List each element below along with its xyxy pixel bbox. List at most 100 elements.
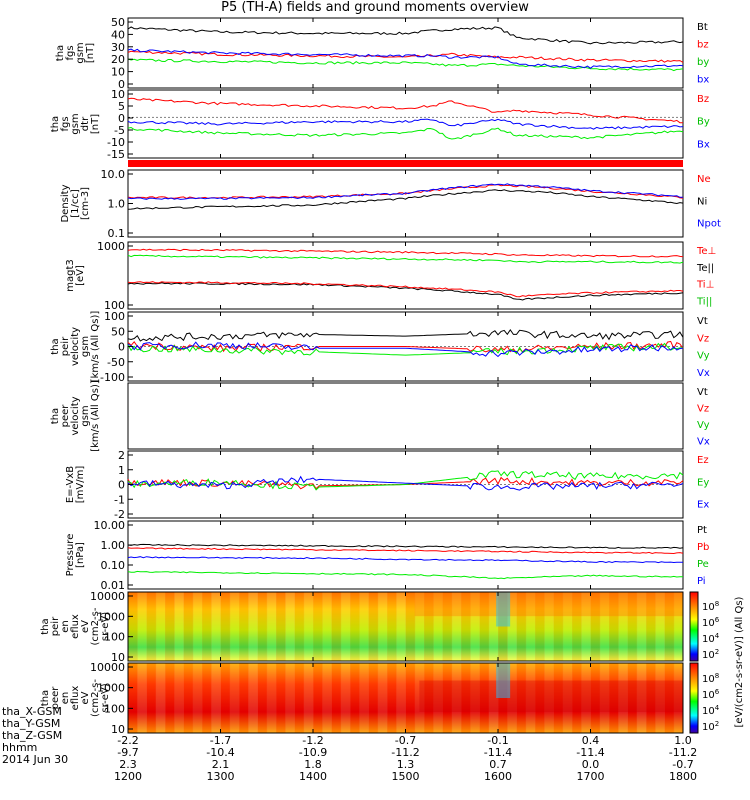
y-axis-label: Pressure (65, 534, 76, 577)
footer-hhmm-label: hhmm (2, 741, 38, 754)
spectrogram-peer_spec (128, 663, 683, 733)
footer-value: 0.0 (582, 758, 600, 771)
y-tick-label: 40 (111, 28, 125, 41)
series-line-Ne (127, 184, 684, 200)
spectrogram-stripe (553, 663, 564, 733)
footer-value: -10.9 (299, 746, 327, 759)
legend-entry-bx: bx (697, 75, 709, 86)
footer-value: 2.3 (119, 758, 137, 771)
y-tick-label: 1.0 (108, 198, 126, 211)
legend-entry-Bx: Bx (697, 139, 710, 150)
y-axis-label: fgs (65, 45, 76, 60)
spectrogram-stripe (350, 663, 360, 733)
y-axis-label: sr-eV) (100, 683, 111, 712)
footer-value: -0.7 (395, 734, 416, 747)
y-axis-label: en (60, 620, 71, 633)
spectrogram-stripe (155, 663, 166, 733)
legend-entry-Ti||: Ti|| (696, 296, 712, 307)
spectrogram-stripe (220, 592, 231, 661)
series-line-bz (127, 50, 684, 63)
footer-value: 1200 (114, 770, 142, 783)
colorbar-top (689, 591, 699, 662)
footer-value: 1500 (392, 770, 420, 783)
series-line-Ex (127, 475, 684, 491)
y-axis-label: [nT] (90, 114, 101, 134)
y-axis-label: en (60, 692, 71, 705)
spectrogram-stripe (627, 663, 638, 733)
spectrogram-band (414, 592, 683, 617)
footer-y-gsm-label: tha_Y-GSM (2, 717, 61, 730)
spectrogram-stripe (137, 592, 147, 661)
panel-frame-density (127, 169, 684, 238)
footer-value: 1400 (299, 770, 327, 783)
series-line-Pb (127, 547, 684, 555)
y-axis-label: [nT] (85, 43, 96, 63)
spectrogram-stripe (202, 592, 212, 661)
spectrogram-stripe (192, 592, 203, 661)
footer-value: -11.4 (576, 746, 604, 759)
y-axis-label: tha (40, 690, 51, 706)
footer-value: -10.4 (206, 746, 234, 759)
spectrogram-stripe (433, 592, 443, 661)
y-axis-label: Density (60, 184, 71, 222)
spectrogram-stripe (229, 663, 240, 733)
spectrogram-stripe (618, 592, 628, 661)
y-tick-label: 10000 (90, 661, 125, 674)
spectrogram-stripe (183, 592, 194, 661)
spectrogram-stripe (405, 592, 416, 661)
y-axis-label: gsm (70, 113, 81, 134)
series-line-Pi (127, 556, 683, 564)
legend-entry-Vz: Vz (697, 333, 709, 344)
spectrogram-stripe (442, 663, 453, 733)
spectrogram-stripe (313, 663, 323, 733)
spectrogram-stripe (562, 592, 573, 661)
spectrogram-stripe (544, 592, 554, 661)
footer-value: 2.1 (212, 758, 230, 771)
y-tick-label: 10 (111, 66, 125, 79)
spectrogram-stripe (239, 592, 249, 661)
spectrogram-stripe (461, 663, 471, 733)
spectrogram-stripe (146, 663, 157, 733)
spectrogram-stripe (368, 663, 379, 733)
colorbar-tick-label: 104 (702, 632, 720, 645)
y-axis-label: peer (60, 404, 71, 428)
y-axis-label: [eV] (75, 265, 86, 286)
spectrogram-stripe (303, 663, 314, 733)
spectrogram-stripe (396, 663, 406, 733)
legend-entry-Te||: Te|| (696, 263, 714, 274)
footer-value: 1700 (577, 770, 605, 783)
red-divider-bar (128, 160, 683, 167)
y-tick-label: 0.1 (108, 227, 126, 240)
series-line-By (127, 126, 684, 140)
panel-frame-fgs_mag (127, 17, 684, 89)
series-line-Bt (127, 26, 684, 45)
spectrogram-stripe (340, 663, 351, 733)
spectrogram-stripe (451, 592, 462, 661)
series-line-Npot (127, 183, 683, 200)
spectrogram-stripe (488, 663, 499, 733)
y-tick-label: -5 (114, 124, 125, 137)
spectrogram-stripe (673, 592, 684, 661)
y-tick-label: 10.00 (94, 519, 126, 532)
spectrogram-stripe (405, 663, 416, 733)
spectrogram-stripe (146, 592, 157, 661)
spectrogram-stripe (155, 592, 166, 661)
legend-entry-Vt: Vt (697, 387, 708, 398)
spectrogram-stripe (525, 592, 536, 661)
spectrogram-stripe (211, 663, 221, 733)
series-line-Te⊥ (127, 248, 684, 258)
spectrogram-stripe (322, 663, 332, 733)
footer-value: 1.3 (397, 758, 415, 771)
y-tick-label: 1.00 (101, 539, 126, 552)
series-line-Vx (127, 341, 684, 358)
footer-date: 2014 Jun 30 (2, 753, 69, 766)
spectrogram-stripe (239, 663, 249, 733)
y-axis-label: E=-VxB (65, 466, 76, 503)
y-tick-label: 10 (111, 723, 125, 736)
series-line-Ni (127, 189, 684, 210)
y-axis-label: fgs (60, 116, 71, 131)
footer-value: 0.4 (582, 734, 600, 747)
y-axis-label: velocity (70, 327, 81, 366)
footer-value: 1600 (484, 770, 512, 783)
spectrogram-feature (496, 663, 511, 698)
